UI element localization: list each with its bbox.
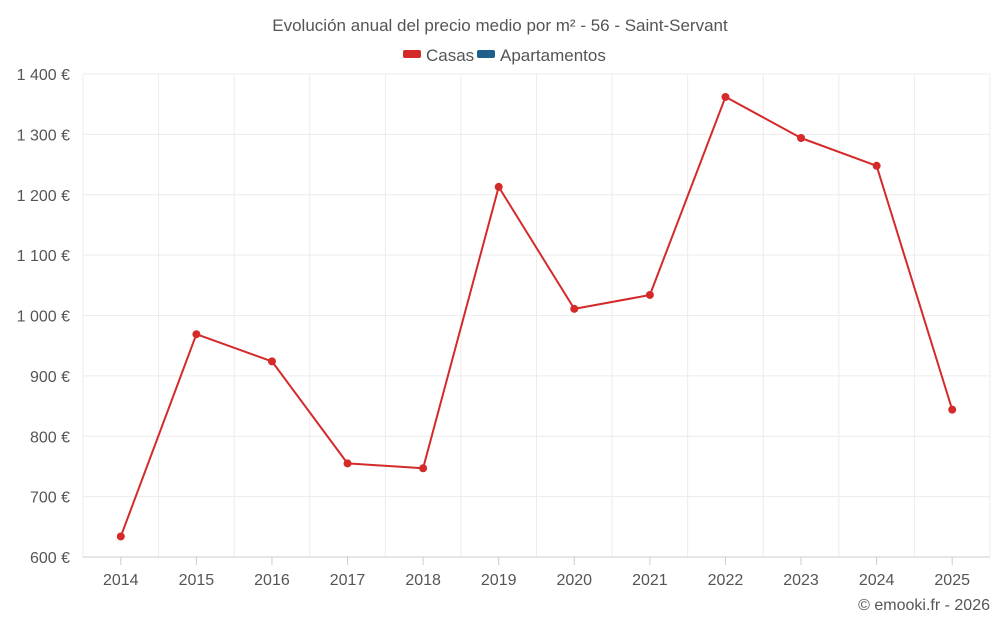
x-tick-label: 2024 (859, 572, 895, 589)
data-point[interactable] (570, 304, 579, 313)
x-tick-label: 2023 (783, 572, 819, 589)
y-tick-label: 1 200 € (17, 188, 70, 205)
legend: Casas Apartamentos (403, 46, 606, 65)
x-tick-label: 2015 (179, 572, 215, 589)
legend-label-apartamentos[interactable]: Apartamentos (500, 46, 606, 65)
legend-label-casas[interactable]: Casas (426, 46, 474, 65)
x-tick-label: 2022 (708, 572, 744, 589)
data-point[interactable] (419, 464, 428, 473)
y-tick-label: 800 € (30, 429, 70, 446)
data-point[interactable] (116, 532, 125, 541)
axes: 600 € 700 € 800 € 900 € 1 000 € 1 100 € 1 200 … (17, 67, 990, 589)
x-tick-label: 2025 (934, 572, 970, 589)
x-tick-label: 2021 (632, 572, 668, 589)
y-tick-label: 1 400 € (17, 67, 70, 84)
data-point[interactable] (267, 357, 276, 366)
x-tick-label: 2014 (103, 572, 139, 589)
y-tick-label: 1 100 € (17, 248, 70, 265)
data-point[interactable] (494, 182, 503, 191)
data-point[interactable] (645, 290, 654, 299)
x-tick-label: 2017 (330, 572, 366, 589)
y-tick-label: 1 000 € (17, 309, 70, 326)
legend-swatch-casas (403, 50, 421, 58)
series-layer (116, 92, 957, 541)
y-tick-label: 600 € (30, 550, 70, 567)
x-tick-label: 2018 (405, 572, 441, 589)
credit-label: © emooki.fr - 2026 (858, 597, 990, 614)
legend-swatch-apartamentos (477, 50, 495, 58)
y-tick-label: 1 300 € (17, 127, 70, 144)
x-tick-label: 2016 (254, 572, 290, 589)
series-line-casas (119, 95, 954, 537)
y-tick-label: 700 € (30, 490, 70, 507)
x-tick-label: 2020 (556, 572, 592, 589)
data-point[interactable] (797, 133, 806, 142)
chart-title: Evolución anual del precio medio por m² … (272, 16, 728, 35)
data-point[interactable] (343, 459, 352, 468)
data-point[interactable] (872, 161, 881, 170)
x-tick-label: 2019 (481, 572, 517, 589)
data-point[interactable] (948, 405, 957, 414)
data-point[interactable] (192, 330, 201, 339)
data-point[interactable] (721, 92, 730, 101)
grid (82, 73, 991, 557)
y-tick-label: 900 € (30, 369, 70, 386)
